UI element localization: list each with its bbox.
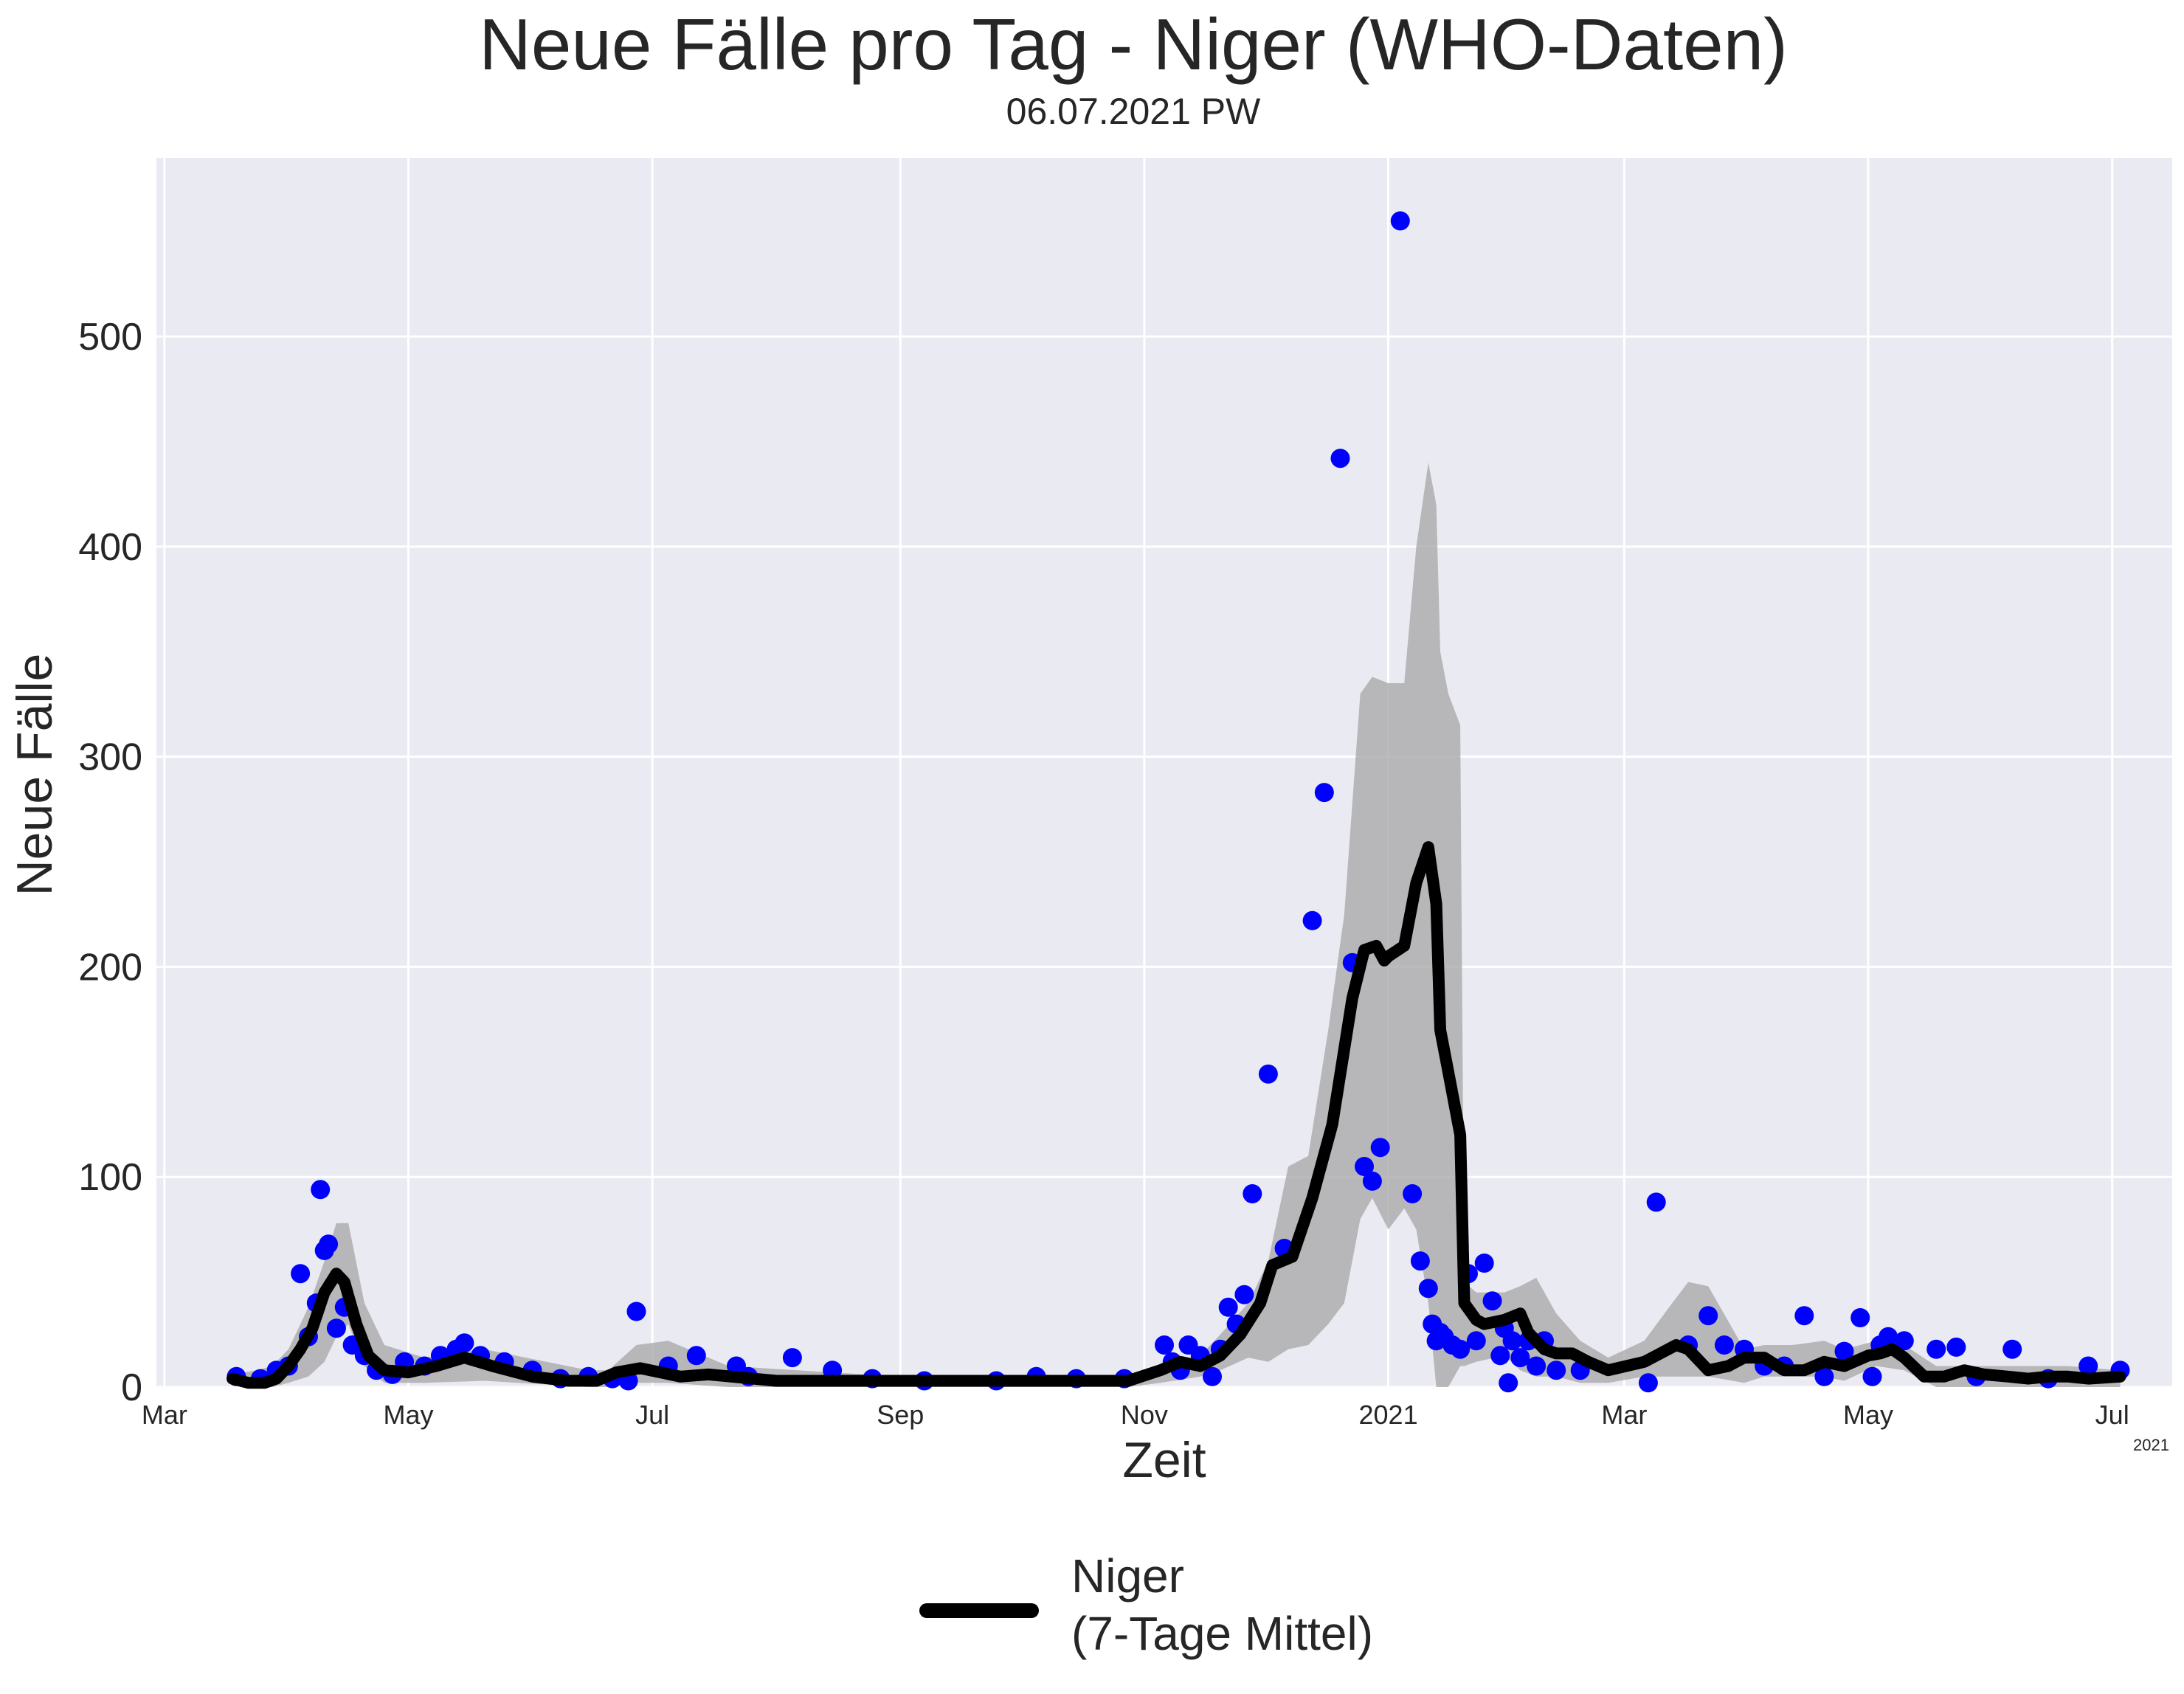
data-point bbox=[1510, 1348, 1530, 1368]
data-point bbox=[2002, 1339, 2022, 1359]
chart-title: Neue Fälle pro Tag - Niger (WHO-Daten) bbox=[479, 4, 1788, 85]
data-point bbox=[1474, 1254, 1494, 1273]
data-point bbox=[1646, 1192, 1666, 1212]
data-point bbox=[1403, 1184, 1423, 1203]
y-tick-label: 300 bbox=[78, 736, 142, 779]
y-axis-label: Neue Fälle bbox=[7, 654, 63, 896]
legend-label-line-1: Niger bbox=[1071, 1549, 1184, 1603]
y-tick-label: 0 bbox=[121, 1366, 142, 1409]
x-tick-label: Sep bbox=[877, 1400, 924, 1430]
data-point bbox=[1155, 1335, 1174, 1355]
x-axis-ticks: Mar May Jul Sep Nov 2021 Mar May Jul bbox=[142, 1400, 2129, 1430]
y-tick-label: 200 bbox=[78, 946, 142, 989]
data-point bbox=[626, 1301, 646, 1321]
y-tick-label: 100 bbox=[78, 1156, 142, 1199]
grid-lines bbox=[156, 158, 2172, 1389]
plot-area bbox=[156, 158, 2172, 1387]
legend-label: Niger (7-Tage Mittel) bbox=[1071, 1549, 1373, 1660]
x-tick-label: Jul bbox=[635, 1400, 669, 1430]
data-point bbox=[1834, 1341, 1854, 1361]
data-point bbox=[782, 1348, 802, 1368]
data-point bbox=[1302, 910, 1322, 930]
data-point bbox=[1814, 1366, 1834, 1386]
data-point bbox=[1466, 1331, 1486, 1351]
data-point bbox=[1418, 1279, 1438, 1299]
data-point bbox=[1482, 1291, 1502, 1311]
x-tick-label: May bbox=[1843, 1400, 1893, 1430]
data-point bbox=[1362, 1171, 1382, 1191]
data-point bbox=[1218, 1297, 1238, 1317]
x-axis-label: Zeit bbox=[1122, 1432, 1206, 1488]
data-point bbox=[1894, 1331, 1914, 1351]
data-point bbox=[1330, 449, 1350, 469]
data-point bbox=[1699, 1306, 1718, 1326]
data-point bbox=[319, 1234, 339, 1254]
chart-subtitle: 06.07.2021 PW bbox=[1006, 91, 1261, 132]
x-tick-label: May bbox=[383, 1400, 433, 1430]
data-point bbox=[2078, 1356, 2098, 1376]
x-tick-label: Nov bbox=[1121, 1400, 1168, 1430]
data-point bbox=[1499, 1373, 1518, 1393]
data-point bbox=[1926, 1339, 1946, 1359]
data-point bbox=[1547, 1361, 1566, 1380]
data-point bbox=[1879, 1327, 1898, 1346]
data-point bbox=[1390, 211, 1410, 231]
data-point bbox=[326, 1318, 346, 1338]
data-point bbox=[291, 1264, 311, 1284]
data-point bbox=[1638, 1373, 1658, 1393]
data-point bbox=[1234, 1285, 1254, 1304]
data-point bbox=[455, 1333, 474, 1353]
data-point bbox=[1258, 1064, 1278, 1084]
data-point bbox=[1370, 1138, 1390, 1158]
x-tick-label: Mar bbox=[1601, 1400, 1647, 1430]
series-line bbox=[227, 841, 2126, 1389]
data-point bbox=[1490, 1346, 1510, 1366]
data-point bbox=[1862, 1366, 1882, 1386]
legend: Niger (7-Tage Mittel) bbox=[919, 1549, 1373, 1660]
data-point bbox=[1314, 783, 1334, 803]
legend-label-line-2: (7-Tage Mittel) bbox=[1071, 1607, 1373, 1660]
data-point bbox=[1410, 1251, 1430, 1271]
data-point bbox=[1850, 1308, 1870, 1327]
data-point bbox=[1243, 1184, 1262, 1203]
data-point bbox=[311, 1180, 331, 1200]
x-axis-offset-label: 2021 bbox=[2133, 1436, 2169, 1454]
y-tick-label: 400 bbox=[78, 526, 142, 569]
seven-day-average-line bbox=[227, 841, 2126, 1389]
x-tick-label: Mar bbox=[142, 1400, 187, 1430]
x-tick-label: 2021 bbox=[1359, 1400, 1418, 1430]
y-axis-ticks: 0 100 200 300 400 500 bbox=[78, 316, 142, 1409]
y-tick-label: 500 bbox=[78, 316, 142, 359]
data-point bbox=[686, 1346, 706, 1366]
data-point bbox=[1203, 1366, 1222, 1386]
data-point bbox=[1451, 1339, 1471, 1359]
x-tick-label: Jul bbox=[2095, 1400, 2129, 1430]
data-point bbox=[1714, 1335, 1734, 1355]
data-point bbox=[1946, 1337, 1966, 1357]
data-point bbox=[1502, 1331, 1522, 1351]
data-point bbox=[1527, 1356, 1547, 1376]
data-point bbox=[1355, 1157, 1374, 1176]
data-point bbox=[1794, 1306, 1814, 1326]
